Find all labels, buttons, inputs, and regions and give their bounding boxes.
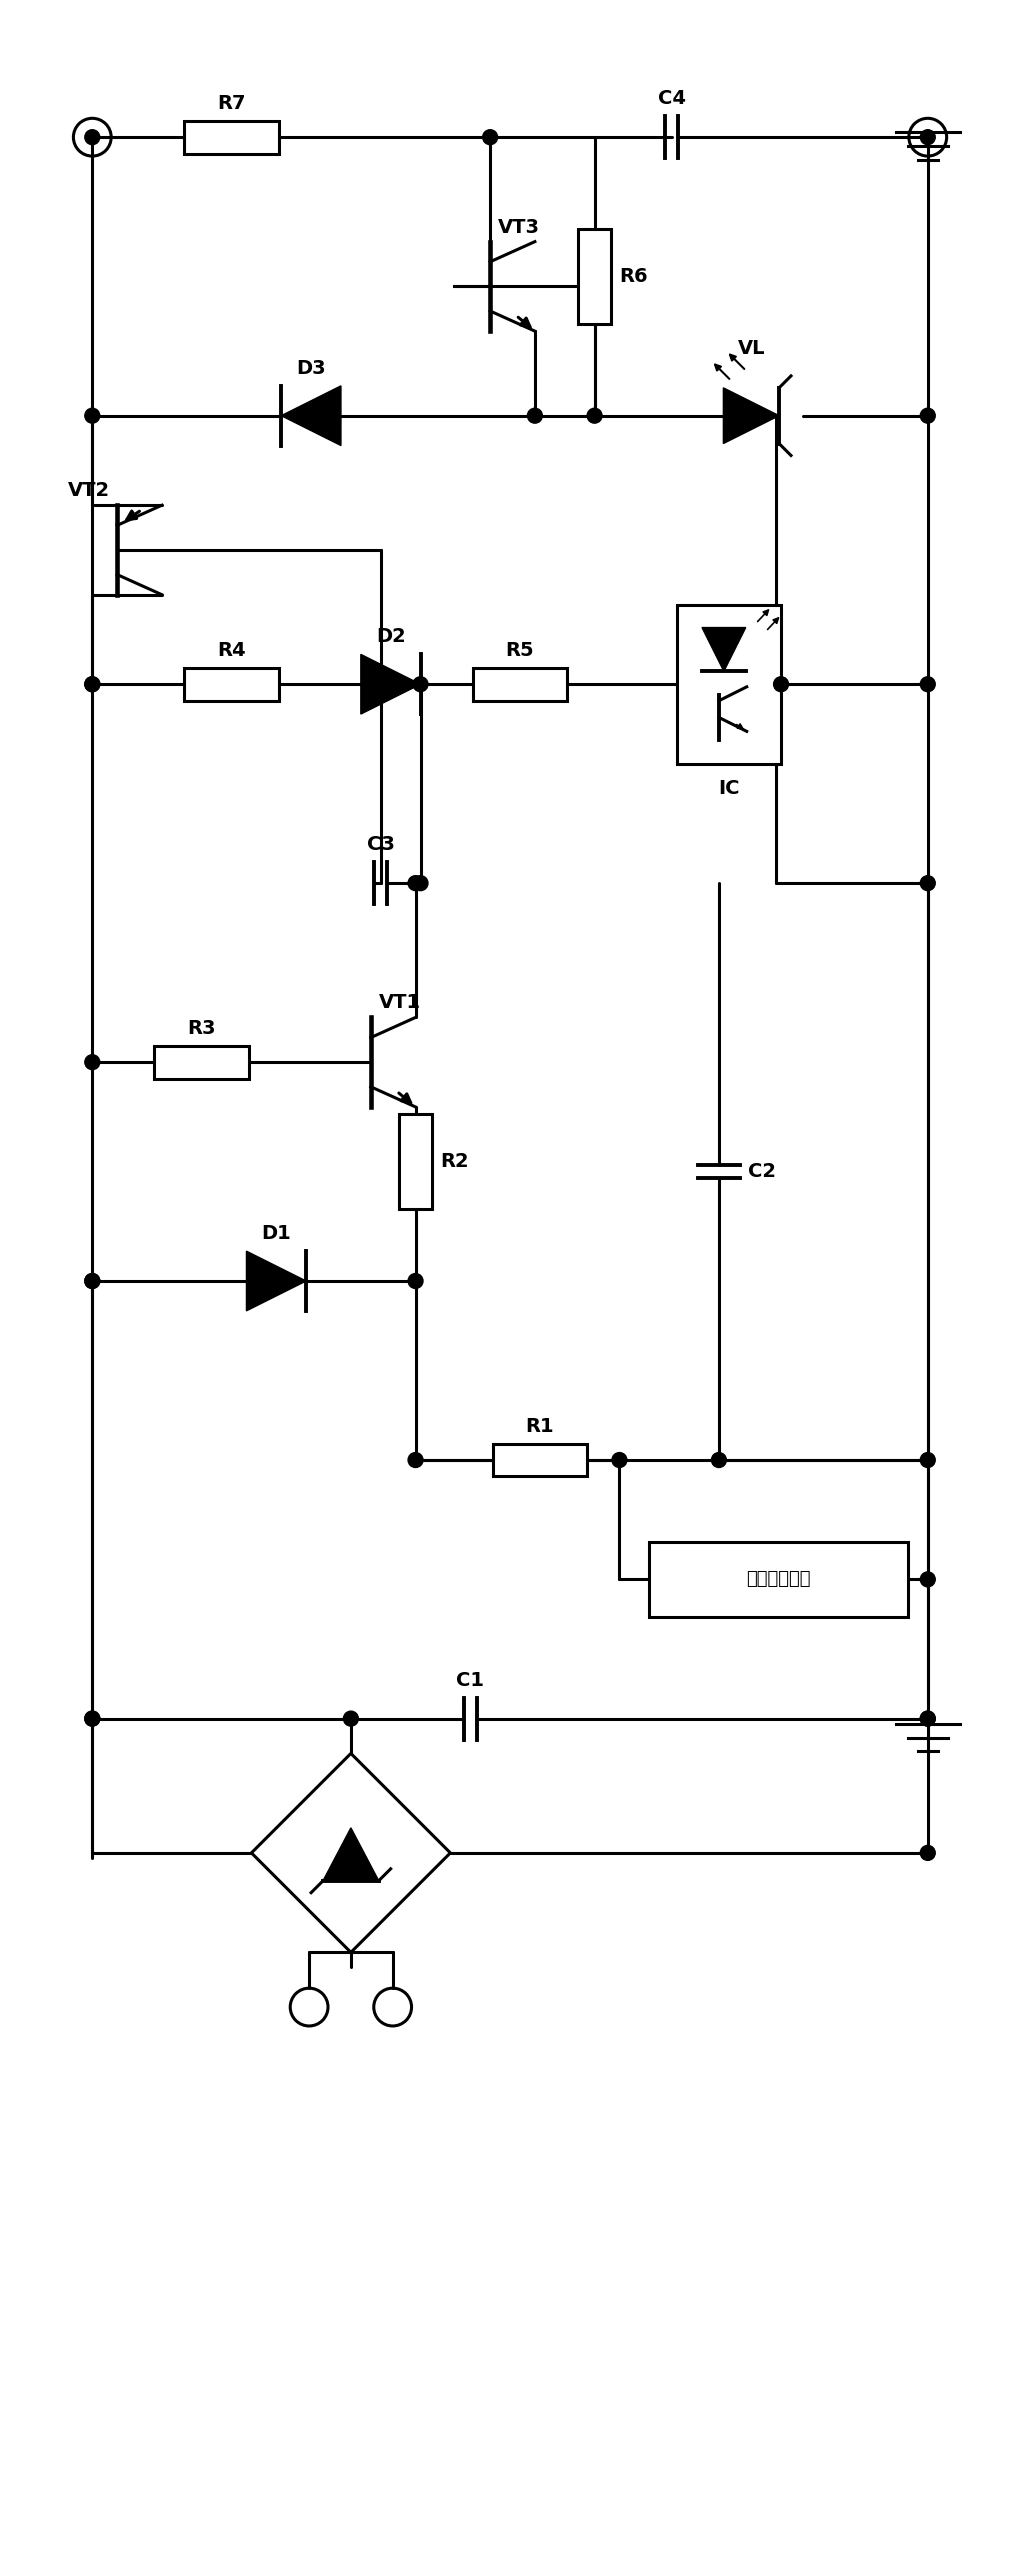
Polygon shape [323,1829,378,1880]
Text: IC: IC [719,779,739,796]
Circle shape [85,131,100,143]
Text: R2: R2 [440,1152,468,1170]
Circle shape [921,407,935,423]
Circle shape [85,1273,100,1288]
Circle shape [528,407,542,423]
Circle shape [921,1711,935,1726]
Circle shape [413,676,428,691]
Text: R1: R1 [526,1416,555,1437]
Bar [493,1444,587,1478]
Bar [185,668,278,702]
Bar [650,1542,908,1616]
Text: VT3: VT3 [498,218,540,236]
Text: C2: C2 [747,1163,775,1181]
Text: U: U [343,1854,359,1875]
Circle shape [612,1452,627,1467]
Circle shape [85,676,100,691]
Text: D1: D1 [262,1224,291,1242]
Text: R3: R3 [188,1019,215,1037]
Text: VT2: VT2 [68,481,110,499]
Text: D3: D3 [296,359,326,379]
Bar [676,604,781,763]
Polygon shape [702,627,745,671]
Circle shape [921,676,935,691]
Circle shape [408,1452,423,1467]
Text: C4: C4 [658,90,686,108]
Circle shape [587,407,602,423]
Circle shape [921,1711,935,1726]
Circle shape [85,407,100,423]
Text: C1: C1 [457,1670,485,1690]
Text: R6: R6 [619,266,647,287]
Circle shape [85,676,100,691]
Circle shape [408,876,423,891]
Circle shape [85,1711,100,1726]
Circle shape [921,1572,935,1588]
Polygon shape [361,656,421,715]
Circle shape [921,1846,935,1859]
Polygon shape [281,387,341,446]
Bar [399,1114,432,1209]
Text: VT1: VT1 [378,994,421,1012]
Text: 集成稳压电路: 集成稳压电路 [746,1570,810,1588]
Circle shape [921,131,935,143]
Bar [473,668,567,702]
Circle shape [483,131,498,143]
Polygon shape [724,387,779,443]
Circle shape [921,1452,935,1467]
Bar [185,120,278,154]
Circle shape [343,1711,359,1726]
Bar [578,228,611,323]
Text: R5: R5 [505,640,534,661]
Circle shape [413,876,428,891]
Circle shape [921,876,935,891]
Circle shape [408,1273,423,1288]
Text: C3: C3 [367,835,395,855]
Text: R4: R4 [218,640,245,661]
Polygon shape [252,1754,451,1951]
Circle shape [85,1055,100,1070]
Circle shape [711,1452,727,1467]
Circle shape [85,1711,100,1726]
Circle shape [85,1273,100,1288]
Polygon shape [246,1252,306,1311]
Text: VL: VL [737,338,765,359]
Circle shape [773,676,789,691]
Text: R7: R7 [218,95,245,113]
Text: D2: D2 [376,627,405,645]
Bar [155,1045,248,1078]
